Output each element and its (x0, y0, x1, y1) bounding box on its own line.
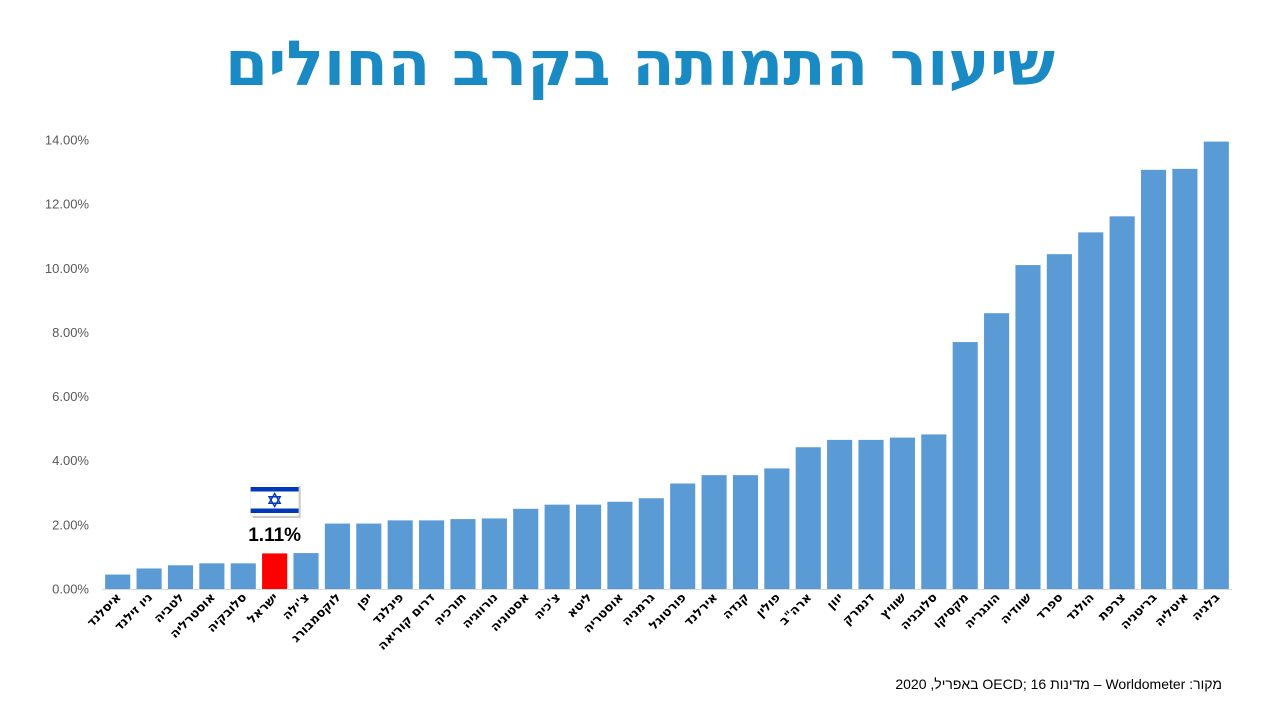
x-tick-label: בלגיה (1188, 589, 1222, 623)
bar (1046, 254, 1072, 590)
bar (638, 498, 664, 589)
bar (293, 553, 319, 589)
bar (732, 475, 759, 589)
bar (1172, 168, 1198, 590)
bar (167, 565, 194, 589)
chart-title: שיעור התמותה בקרב החולים (225, 27, 1055, 100)
x-tick-label: הונגריה (961, 590, 1003, 632)
bar (764, 468, 790, 589)
x-tick-label: איטליה (1151, 590, 1191, 630)
bar-highlight (262, 553, 288, 589)
bar (105, 574, 131, 589)
y-tick-label: 4.00% (52, 453, 89, 468)
bar (356, 523, 382, 589)
bar (419, 520, 445, 589)
bar (1203, 141, 1229, 589)
x-tick-label: הולנד (1063, 590, 1097, 624)
x-tick-label: יפן (353, 590, 375, 612)
x-tick-label: קנדה (719, 590, 751, 622)
bar (1078, 232, 1104, 589)
y-tick-label: 14.00% (45, 133, 90, 148)
bar (921, 434, 947, 589)
x-tick-label: יוון (823, 590, 845, 612)
bar (984, 313, 1010, 589)
x-tick-label: אירלנד (681, 590, 721, 630)
x-tick-label: דנמרק (839, 590, 877, 628)
bar (575, 504, 602, 589)
x-tick-label: שוודיה (997, 589, 1035, 627)
bar (889, 437, 915, 589)
bar (481, 518, 507, 589)
bar (1015, 265, 1041, 589)
bar (136, 568, 162, 589)
bar (952, 342, 978, 589)
bar (827, 439, 853, 589)
bar (701, 475, 727, 589)
highlight-annotation: 1.11% (248, 483, 301, 546)
x-tick-label: ישראל (244, 590, 281, 627)
y-axis: 0.00% 2.00% 4.00% 6.00% 8.00% 10.00% 12.00% 14.… (45, 133, 90, 597)
bar (513, 508, 539, 589)
x-tick-label: צ'כיה (530, 590, 563, 623)
x-tick-label: ספרד (1033, 590, 1066, 623)
y-tick-label: 2.00% (52, 517, 89, 532)
x-tick-label: ארה"ב (776, 590, 814, 628)
bar (324, 523, 350, 589)
y-tick-label: 0.00% (52, 582, 89, 597)
y-tick-label: 10.00% (45, 261, 90, 276)
bars (105, 141, 1229, 590)
bar (670, 483, 696, 589)
bar (199, 563, 225, 589)
bar (607, 501, 633, 589)
bar (1109, 216, 1135, 589)
source-note: מקור: Worldometer – מדינות OECD; 16 באפר… (895, 676, 1222, 692)
bar (1140, 169, 1167, 589)
y-tick-label: 8.00% (52, 325, 89, 340)
bar (544, 504, 570, 589)
bar (795, 447, 821, 589)
bar (230, 563, 256, 589)
bar (387, 520, 413, 589)
highlight-value-label: 1.11% (248, 525, 301, 546)
bar (858, 439, 884, 589)
bar (450, 519, 476, 589)
y-tick-label: 12.00% (45, 197, 90, 212)
y-tick-label: 6.00% (52, 389, 89, 404)
israel-flag-icon (250, 483, 301, 518)
